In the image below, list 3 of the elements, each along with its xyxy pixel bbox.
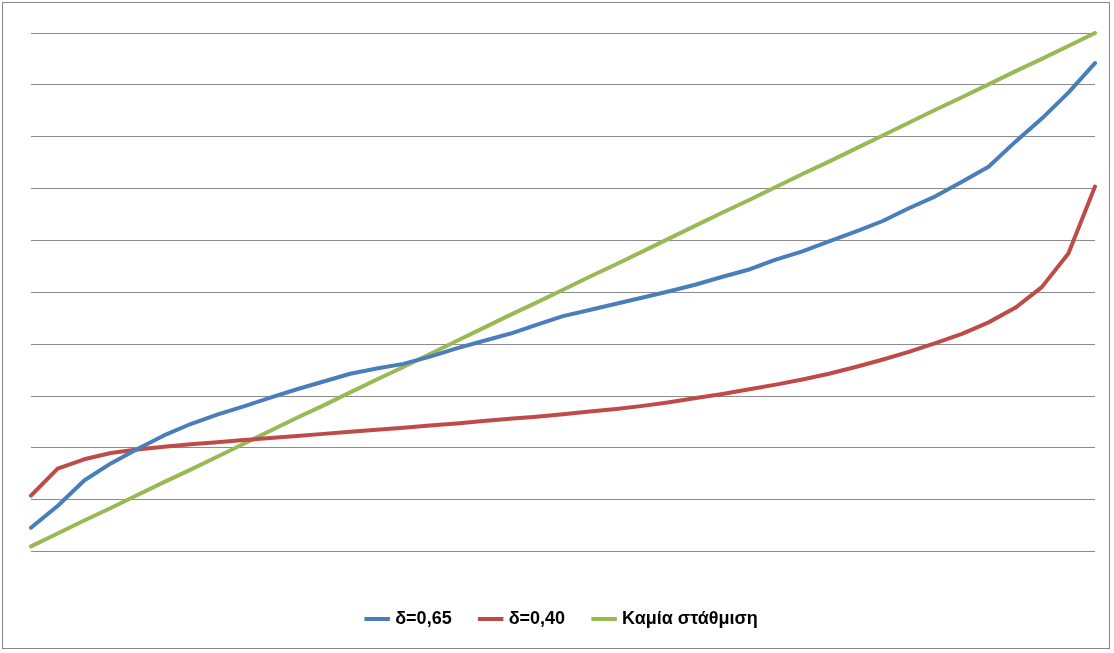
legend-label: δ=0,40: [508, 607, 566, 628]
legend-label: Καμία στάθμιση: [622, 607, 758, 628]
legend-label: δ=0,65: [395, 607, 452, 628]
